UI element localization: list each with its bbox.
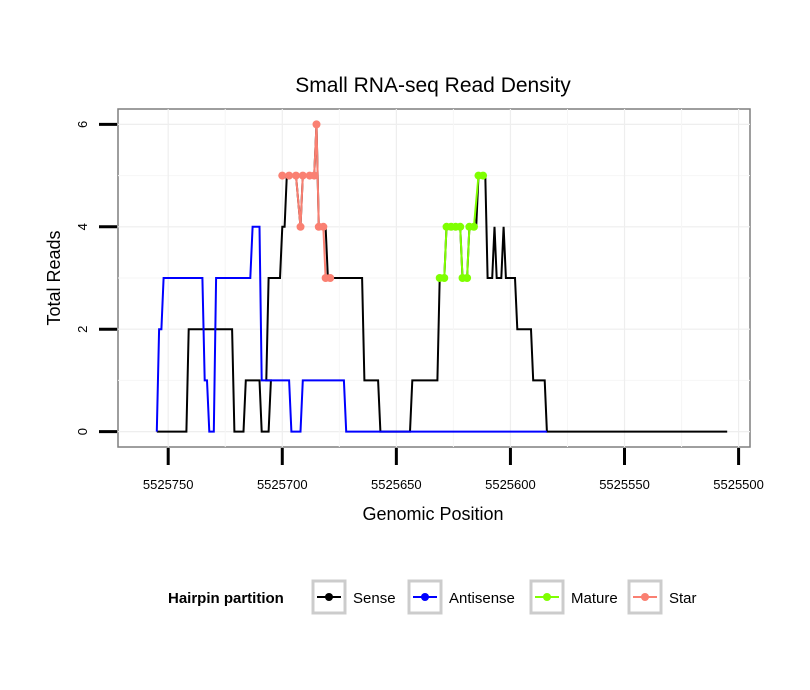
x-tick-label: 5525550 <box>599 477 650 492</box>
legend-label: Mature <box>571 590 618 607</box>
legend-item-sense: Sense <box>311 579 396 615</box>
x-axis: 5525750 5525700 5525650 5525600 5525550 55255… <box>143 448 764 492</box>
legend-item-star: Star <box>627 579 697 615</box>
x-tick-label: 5525600 <box>485 477 536 492</box>
legend-label: Star <box>669 590 697 607</box>
y-axis: 0 2 4 6 <box>75 121 117 435</box>
legend-title: Hairpin partition <box>168 590 284 607</box>
data-point-mature <box>463 274 472 282</box>
legend-label: Sense <box>353 590 396 607</box>
data-point-star <box>310 171 319 180</box>
x-tick-label: 5525750 <box>143 477 194 492</box>
legend-key-point <box>641 593 649 601</box>
legend-items: Sense Antisense Mature Star <box>311 579 697 615</box>
series-line-antisense <box>155 225 547 433</box>
data-point-star <box>312 120 321 129</box>
y-tick-label: 4 <box>75 223 90 230</box>
legend-key-point <box>421 593 429 601</box>
x-tick-label: 5525700 <box>257 477 308 492</box>
data-point-star <box>298 171 307 180</box>
x-axis-label: Genomic Position <box>362 504 503 524</box>
legend-label: Antisense <box>449 590 515 607</box>
legend-item-antisense: Antisense <box>407 579 515 615</box>
legend-key-point <box>543 593 551 601</box>
x-tick-label: 5525500 <box>713 477 764 492</box>
legend: Hairpin partition Sense Antisense Mature St… <box>168 579 697 615</box>
data-point-star <box>291 171 300 180</box>
y-tick-label: 2 <box>75 326 90 333</box>
data-point-star <box>319 222 328 231</box>
chart-title: Small RNA-seq Read Density <box>295 74 571 97</box>
legend-item-mature: Mature <box>529 579 618 615</box>
series-line-mature <box>439 174 484 279</box>
data-point-mature <box>469 222 478 231</box>
legend-key-point <box>325 593 333 601</box>
data-point-mature <box>456 222 465 231</box>
series-line-sense <box>156 124 728 433</box>
data-point-mature <box>479 171 488 180</box>
data-point-star <box>285 171 294 180</box>
x-tick-label: 5525650 <box>371 477 422 492</box>
y-tick-label: 6 <box>75 121 90 128</box>
y-axis-label: Total Reads <box>44 230 64 325</box>
series-lines <box>155 124 728 433</box>
data-point-star <box>326 274 335 282</box>
data-point-mature <box>440 274 449 282</box>
data-point-star <box>278 171 287 180</box>
y-tick-label: 0 <box>75 428 90 435</box>
data-point-star <box>296 222 305 231</box>
series-points <box>278 120 488 282</box>
